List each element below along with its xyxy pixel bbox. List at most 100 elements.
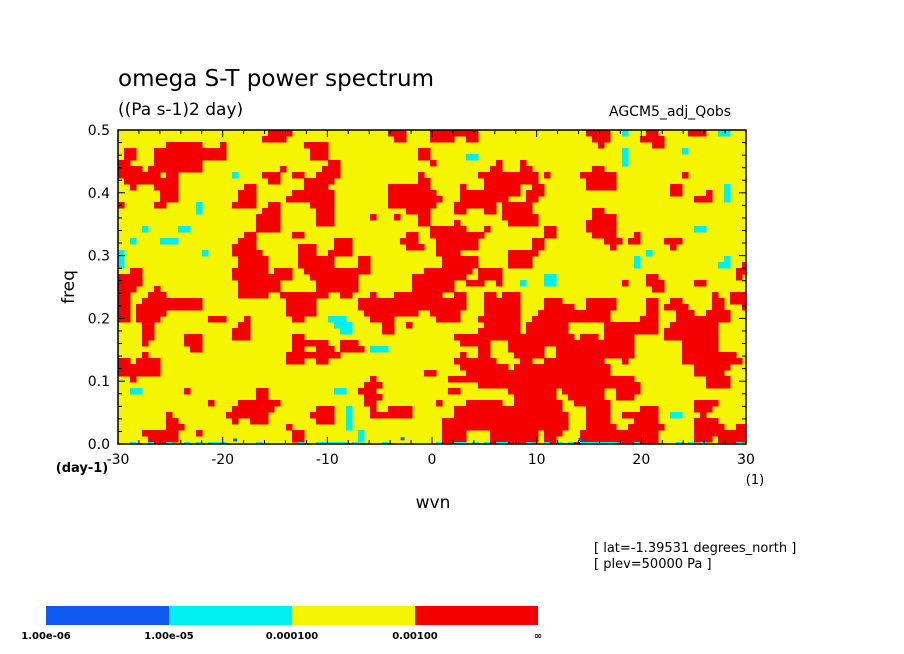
high-power-cell xyxy=(508,304,515,311)
high-power-cell xyxy=(490,202,497,209)
high-power-cell xyxy=(340,346,347,353)
high-power-cell xyxy=(328,160,335,167)
high-power-cell xyxy=(580,352,587,359)
high-power-cell xyxy=(592,226,599,233)
high-power-cell xyxy=(142,358,149,365)
high-power-cell xyxy=(148,364,155,371)
high-power-cell xyxy=(424,298,431,305)
high-power-cell xyxy=(478,316,485,323)
high-power-cell xyxy=(598,142,605,149)
high-power-cell xyxy=(730,352,737,359)
high-power-cell xyxy=(178,298,185,305)
high-power-cell xyxy=(424,280,431,287)
high-power-cell xyxy=(508,184,515,191)
high-power-cell xyxy=(664,304,671,311)
high-power-cell xyxy=(676,190,683,197)
high-power-cell xyxy=(484,412,491,419)
high-power-cell xyxy=(718,316,725,323)
high-power-cell xyxy=(322,148,329,155)
high-power-cell xyxy=(316,358,323,365)
high-power-cell xyxy=(424,208,431,215)
high-power-cell xyxy=(322,358,329,365)
high-power-cell xyxy=(622,436,629,443)
high-power-cell xyxy=(502,334,509,341)
high-power-cell xyxy=(472,262,479,269)
low-power-cell xyxy=(172,238,179,245)
high-power-cell xyxy=(676,238,683,245)
high-power-cell xyxy=(412,274,419,281)
high-power-cell xyxy=(508,262,515,269)
high-power-cell xyxy=(190,334,197,341)
high-power-cell xyxy=(490,424,497,431)
high-power-cell xyxy=(472,196,479,203)
high-power-cell xyxy=(412,310,419,317)
high-power-cell xyxy=(334,244,341,251)
high-power-cell xyxy=(322,220,329,227)
high-power-cell xyxy=(490,208,497,215)
high-power-cell xyxy=(646,280,653,287)
high-power-cell xyxy=(250,238,257,245)
high-power-cell xyxy=(496,190,503,197)
high-power-cell xyxy=(574,370,581,377)
high-power-cell xyxy=(424,178,431,185)
high-power-cell xyxy=(394,304,401,311)
high-power-cell xyxy=(556,382,563,389)
high-power-cell xyxy=(448,316,455,323)
high-power-cell xyxy=(484,352,491,359)
high-power-cell xyxy=(466,412,473,419)
high-power-cell xyxy=(532,370,539,377)
high-power-cell xyxy=(328,262,335,269)
high-power-cell xyxy=(400,136,407,143)
high-power-cell xyxy=(442,310,449,317)
high-power-cell xyxy=(598,214,605,221)
high-power-cell xyxy=(550,298,557,305)
high-power-cell xyxy=(142,352,149,359)
high-power-cell xyxy=(298,262,305,269)
legend-label: 0.000100 xyxy=(266,631,319,642)
high-power-cell xyxy=(310,304,317,311)
high-power-cell xyxy=(238,406,245,413)
high-power-cell xyxy=(502,412,509,419)
high-power-cell xyxy=(574,352,581,359)
high-power-cell xyxy=(418,178,425,185)
high-power-cell xyxy=(370,388,377,395)
high-power-cell xyxy=(130,148,137,155)
run-name: AGCM5_adj_Qobs xyxy=(609,104,732,120)
high-power-cell xyxy=(496,382,503,389)
high-power-cell xyxy=(544,388,551,395)
high-power-cell xyxy=(460,406,467,413)
high-power-cell xyxy=(334,280,341,287)
high-power-cell xyxy=(538,340,545,347)
high-power-cell xyxy=(244,322,251,329)
high-power-cell xyxy=(388,322,395,329)
high-power-cell xyxy=(412,190,419,197)
high-power-cell xyxy=(142,322,149,329)
high-power-cell xyxy=(742,292,747,299)
high-power-cell xyxy=(592,430,599,437)
high-power-cell xyxy=(322,406,329,413)
high-power-cell xyxy=(550,406,557,413)
high-power-cell xyxy=(514,352,521,359)
high-power-cell xyxy=(496,376,503,383)
high-power-cell xyxy=(430,298,437,305)
high-power-cell xyxy=(580,436,587,443)
high-power-cell xyxy=(298,190,305,197)
high-power-cell xyxy=(544,406,551,413)
high-power-cell xyxy=(172,436,179,443)
low-power-cell xyxy=(544,280,551,287)
high-power-cell xyxy=(586,316,593,323)
high-power-cell xyxy=(490,196,497,203)
high-power-cell xyxy=(466,376,473,383)
high-power-cell xyxy=(412,286,419,293)
high-power-cell xyxy=(436,250,443,257)
high-power-cell xyxy=(460,226,467,233)
high-power-cell xyxy=(592,172,599,179)
high-power-cell xyxy=(328,268,335,275)
high-power-cell xyxy=(148,304,155,311)
high-power-cell xyxy=(316,256,323,263)
high-power-cell xyxy=(526,382,533,389)
high-power-cell xyxy=(262,388,269,395)
high-power-cell xyxy=(436,244,443,251)
high-power-cell xyxy=(604,226,611,233)
high-power-cell xyxy=(652,328,659,335)
